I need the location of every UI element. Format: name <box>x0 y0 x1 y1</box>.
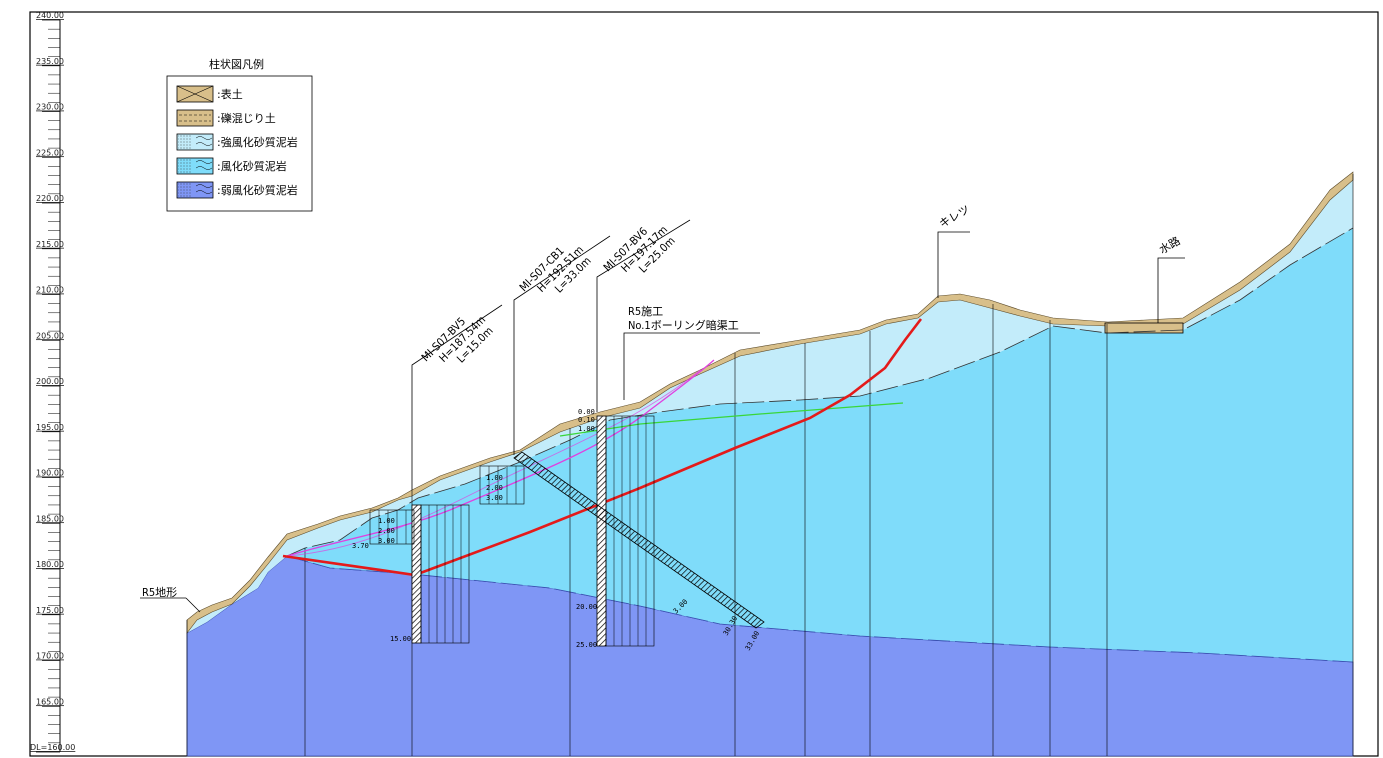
depth-bv5-1: 1.00 <box>378 517 395 525</box>
geology-layers <box>186 171 1354 757</box>
legend-item-label: :表土 <box>217 87 243 101</box>
depth-bv6-20: 20.00 <box>576 603 597 611</box>
leader-lines <box>140 219 1185 613</box>
elevation-tick-label: 180.00 <box>36 560 64 569</box>
legend-item: :表土 <box>176 85 243 103</box>
elevation-tick-label: 220.00 <box>36 194 64 203</box>
elevation-tick-label: 210.00 <box>36 286 64 295</box>
elevation-tick-label: 190.00 <box>36 469 64 478</box>
log-columns <box>378 416 647 646</box>
legend-title: 柱状図凡例 <box>209 57 264 71</box>
legend-item: :強風化砂質泥岩 <box>176 133 298 151</box>
depth-bv6-1: 1.00 <box>578 425 595 433</box>
depth-bv6-0: 0.00 <box>578 408 595 416</box>
borehole-cb1-log <box>479 465 525 505</box>
r5-drain-line2: No.1ボーリング暗渠工 <box>628 318 739 332</box>
elevation-tick-label: 240.00 <box>36 11 64 20</box>
elevation-tick-label: 230.00 <box>36 103 64 112</box>
borehole-cb1-inclined <box>513 451 765 629</box>
legend-item: :弱風化砂質泥岩 <box>176 181 298 199</box>
legend-item-label: :風化砂質泥岩 <box>217 159 287 173</box>
depth-cb1-1: 1.00 <box>486 474 503 482</box>
legend-item: :礫混じり土 <box>176 109 276 127</box>
weathering-boundary-line <box>286 227 1354 557</box>
weak-weathering-boundary-line <box>286 555 1354 663</box>
legend-item: :風化砂質泥岩 <box>176 157 287 175</box>
legend-item-label: :強風化砂質泥岩 <box>217 135 298 149</box>
elevation-tick-label: 175.00 <box>36 606 64 615</box>
legend-item-label: :礫混じり土 <box>217 111 276 125</box>
layer-weathered-mudstone <box>287 228 1353 662</box>
r5-drain-line1: R5施工 <box>628 305 663 318</box>
legend: 柱状図凡例 :表土 :礫混じり土 :強風化砂質泥岩 :風化砂質泥岩 :弱風化砂質泥岩 <box>166 57 313 212</box>
elevation-axis: 240.00 235.00 230.00 225.00 220.00 215.00 210.… <box>30 11 75 753</box>
crack-label: キレツ <box>937 203 972 231</box>
elevation-tick-label: 170.00 <box>36 652 64 661</box>
depth-bv5-4: 3.70 <box>352 542 369 550</box>
elevation-tick-label: 195.00 <box>36 423 64 432</box>
elevation-tick-label: 165.00 <box>36 697 64 706</box>
legend-item-label: :弱風化砂質泥岩 <box>217 183 298 197</box>
elevation-tick-label: 225.00 <box>36 148 64 157</box>
depth-bv6-25: 25.00 <box>576 641 597 649</box>
elevation-tick-label: 185.00 <box>36 514 64 523</box>
depth-cb1-3: 3.00 <box>486 494 503 502</box>
slip-surface-red <box>282 318 923 577</box>
r5-terrain-label: R5地形 <box>142 586 177 599</box>
depth-bv5-3: 3.00 <box>378 537 395 545</box>
borehole-bv5-shallow-log <box>369 509 415 545</box>
elevation-tick-label: 215.00 <box>36 240 64 249</box>
waterway-label: 水路 <box>1157 234 1183 256</box>
depth-bv6-01: 0.10 <box>578 416 595 424</box>
elevation-tick-label: 235.00 <box>36 57 64 66</box>
waterway-channel <box>1104 322 1184 334</box>
depth-bv5-2: 2.00 <box>378 527 395 535</box>
magenta-slip-curve <box>286 359 715 557</box>
depth-cb1-2: 2.00 <box>486 484 503 492</box>
datum-label: DL=160.00 <box>30 743 75 752</box>
depth-bv5-end: 15.00 <box>390 635 411 643</box>
elevation-tick-label: 200.00 <box>36 377 64 386</box>
section-grid-lines <box>186 174 1354 756</box>
elevation-tick-label: 205.00 <box>36 331 64 340</box>
